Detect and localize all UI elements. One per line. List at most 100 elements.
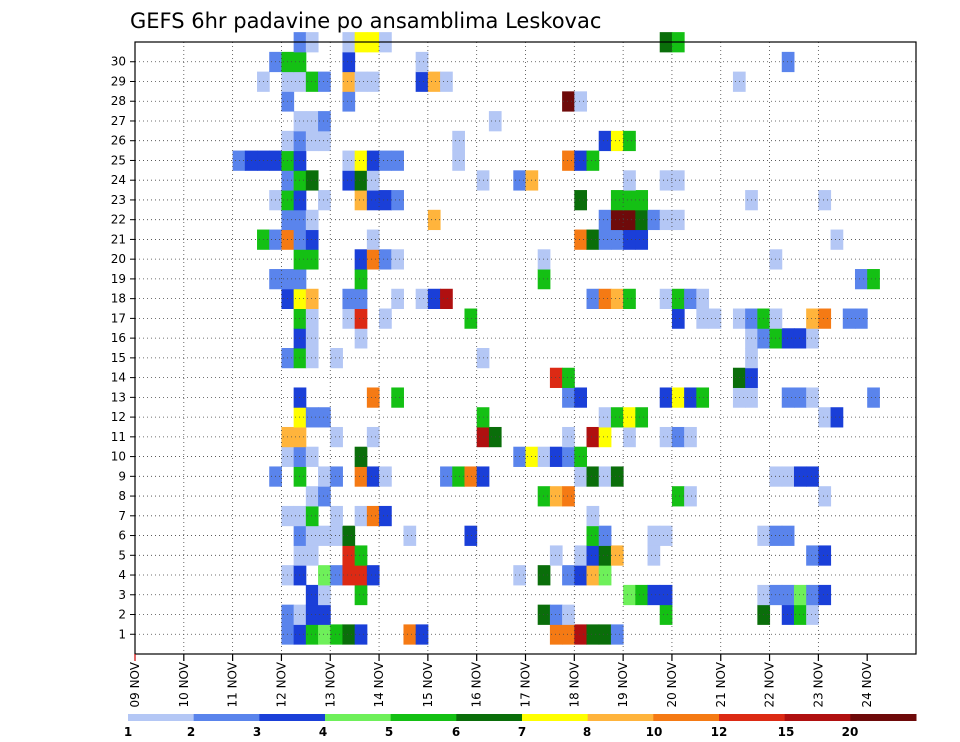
heatmap-cell bbox=[366, 565, 380, 586]
heatmap-cell bbox=[793, 584, 807, 606]
heatmap-cell bbox=[354, 466, 368, 487]
heatmap-cell bbox=[391, 249, 404, 270]
heatmap-cell bbox=[562, 624, 575, 645]
heatmap-cell bbox=[366, 71, 380, 92]
heatmap-cell bbox=[537, 565, 551, 586]
y-tick-label: 11 bbox=[111, 430, 126, 444]
heatmap-cell bbox=[671, 170, 685, 191]
heatmap-cell bbox=[318, 71, 331, 92]
heatmap-cell bbox=[806, 604, 819, 625]
heatmap-cell bbox=[305, 584, 319, 606]
heatmap-cell bbox=[330, 348, 343, 369]
y-tick-label: 8 bbox=[118, 489, 126, 503]
heatmap-cell bbox=[781, 387, 795, 408]
heatmap-cell bbox=[684, 486, 697, 507]
heatmap-cell bbox=[854, 308, 868, 329]
heatmap-cell bbox=[647, 525, 661, 546]
heatmap-cell bbox=[598, 288, 612, 310]
heatmap-cell bbox=[562, 367, 575, 388]
y-tick-label: 10 bbox=[111, 450, 126, 464]
heatmap-cell bbox=[415, 71, 429, 92]
heatmap-cell bbox=[598, 426, 612, 448]
heatmap-cell bbox=[635, 190, 649, 211]
heatmap-cell bbox=[659, 525, 673, 546]
heatmap-cell bbox=[379, 466, 392, 487]
heatmap-cell bbox=[635, 229, 649, 250]
heatmap-cell bbox=[659, 584, 673, 606]
heatmap-cell bbox=[696, 308, 710, 329]
heatmap-cell bbox=[647, 545, 661, 566]
heatmap-cell bbox=[586, 545, 600, 566]
heatmap-cell bbox=[305, 249, 319, 270]
heatmap-cell bbox=[793, 466, 807, 487]
heatmap-cell bbox=[610, 407, 624, 428]
heatmap-cell bbox=[440, 71, 453, 92]
heatmap-cell bbox=[464, 308, 478, 329]
y-tick-label: 20 bbox=[111, 252, 126, 266]
y-tick-label: 28 bbox=[111, 94, 126, 108]
heatmap-cell bbox=[598, 525, 612, 546]
legend-label: 6 bbox=[452, 725, 460, 739]
heatmap-cell bbox=[659, 170, 673, 191]
heatmap-cell bbox=[586, 288, 600, 310]
heatmap-cell bbox=[610, 288, 624, 310]
heatmap-cell bbox=[623, 130, 636, 152]
heatmap-cell bbox=[586, 505, 600, 527]
heatmap-cell bbox=[403, 624, 417, 645]
heatmap-cell bbox=[574, 545, 588, 566]
heatmap-cell bbox=[562, 387, 575, 408]
legend-label: 3 bbox=[253, 725, 261, 739]
heatmap-cell bbox=[635, 209, 649, 231]
heatmap-cell bbox=[366, 190, 380, 211]
heatmap-cell bbox=[793, 387, 807, 408]
heatmap-cell bbox=[659, 604, 673, 625]
heatmap-cell bbox=[354, 584, 368, 606]
heatmap-cell bbox=[452, 150, 465, 171]
y-tick-label: 24 bbox=[111, 173, 126, 187]
y-tick-label: 12 bbox=[111, 410, 126, 424]
heatmap-cell bbox=[464, 466, 478, 487]
heatmap-cell bbox=[598, 407, 612, 428]
x-tick-label: 21 NOV bbox=[714, 661, 728, 707]
heatmap-cell bbox=[598, 209, 612, 231]
x-tick-label: 16 NOV bbox=[470, 661, 484, 707]
heatmap-cell bbox=[696, 288, 710, 310]
heatmap-cell bbox=[427, 71, 441, 92]
heatmap-cell bbox=[366, 387, 380, 408]
heatmap-cell bbox=[793, 604, 807, 625]
x-tick-label: 11 NOV bbox=[226, 661, 240, 707]
heatmap-cell bbox=[818, 190, 832, 211]
legend-label: 8 bbox=[583, 725, 591, 739]
heatmap-cell bbox=[610, 229, 624, 250]
heatmap-cell bbox=[867, 387, 880, 408]
heatmap-cell bbox=[318, 584, 331, 606]
heatmap-cell bbox=[562, 604, 575, 625]
heatmap-cell bbox=[379, 150, 392, 171]
x-tick-label: 12 NOV bbox=[274, 661, 288, 707]
y-axis: 1234567891011121314151617181920212223242… bbox=[111, 55, 135, 641]
heatmap-cell bbox=[354, 624, 368, 645]
heatmap-cell bbox=[586, 229, 600, 250]
heatmap-cell bbox=[842, 308, 856, 329]
heatmap-cell bbox=[781, 328, 795, 349]
heatmap-cell bbox=[440, 466, 453, 487]
y-tick-label: 22 bbox=[111, 213, 126, 227]
heatmap-cell bbox=[318, 190, 331, 211]
heatmap-cell bbox=[354, 170, 368, 191]
heatmap-cell bbox=[305, 209, 319, 231]
heatmap-cell bbox=[574, 446, 588, 467]
heatmap-cell bbox=[318, 111, 331, 132]
legend-swatch bbox=[259, 714, 326, 721]
heatmap-cell bbox=[379, 190, 392, 211]
heatmap-cell bbox=[366, 426, 380, 448]
heatmap-cell bbox=[806, 387, 819, 408]
heatmap-cell bbox=[318, 130, 331, 152]
heatmap-cell bbox=[635, 407, 649, 428]
heatmap-cell bbox=[427, 288, 441, 310]
heatmap-cell bbox=[586, 426, 600, 448]
y-tick-label: 1 bbox=[118, 627, 126, 641]
heatmap-cell bbox=[659, 387, 673, 408]
y-tick-label: 2 bbox=[118, 608, 126, 622]
heatmap-cell bbox=[586, 150, 600, 171]
heatmap-cell bbox=[318, 486, 331, 507]
